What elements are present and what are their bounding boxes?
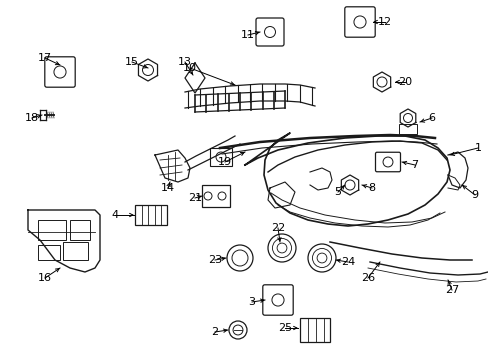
Bar <box>135 205 167 225</box>
Text: 21: 21 <box>187 193 202 203</box>
Bar <box>299 318 329 342</box>
Bar <box>63 242 88 260</box>
Bar <box>70 220 90 240</box>
Text: 20: 20 <box>397 77 411 87</box>
Text: 11: 11 <box>241 30 254 40</box>
Text: 15: 15 <box>125 57 139 67</box>
Bar <box>38 220 66 240</box>
Text: 25: 25 <box>277 323 291 333</box>
Text: 1: 1 <box>473 143 481 153</box>
Text: 7: 7 <box>410 160 418 170</box>
Bar <box>209 148 231 166</box>
Text: 18: 18 <box>25 113 39 123</box>
Text: 22: 22 <box>270 223 285 233</box>
Text: 23: 23 <box>207 255 222 265</box>
Text: 10: 10 <box>183 63 197 73</box>
Text: 8: 8 <box>367 183 375 193</box>
Text: 9: 9 <box>470 190 478 200</box>
Text: 19: 19 <box>218 157 232 167</box>
Bar <box>38 245 60 260</box>
Bar <box>202 185 229 207</box>
Text: 16: 16 <box>38 273 52 283</box>
Text: 27: 27 <box>444 285 458 295</box>
Bar <box>398 124 416 134</box>
Text: 24: 24 <box>340 257 354 267</box>
Text: 2: 2 <box>211 327 218 337</box>
Text: 3: 3 <box>248 297 255 307</box>
Text: 5: 5 <box>334 187 341 197</box>
Text: 13: 13 <box>178 57 192 67</box>
Text: 6: 6 <box>427 113 435 123</box>
Text: 12: 12 <box>377 17 391 27</box>
Text: 17: 17 <box>38 53 52 63</box>
Text: 14: 14 <box>161 183 175 193</box>
Text: 4: 4 <box>111 210 118 220</box>
Text: 26: 26 <box>360 273 374 283</box>
